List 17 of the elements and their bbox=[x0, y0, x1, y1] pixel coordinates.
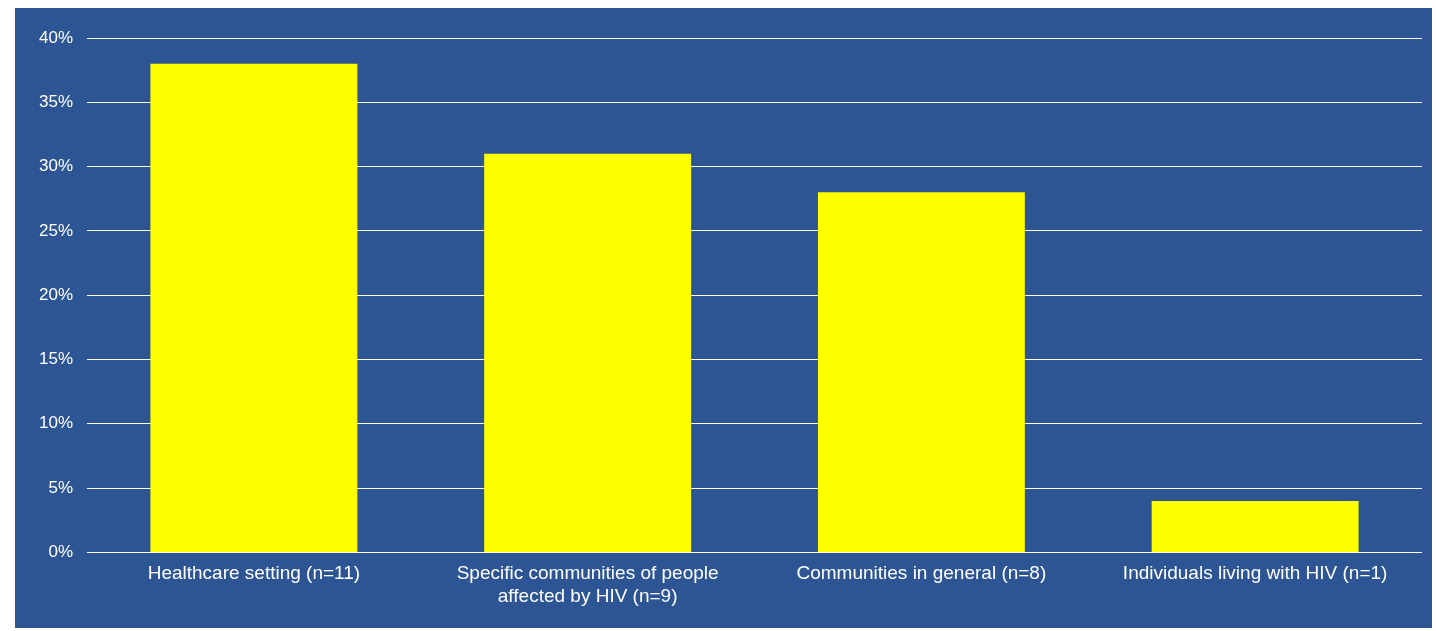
y-tick-label: 10% bbox=[38, 413, 74, 433]
x-tick-label: Individuals living with HIV (n=1) bbox=[1122, 562, 1388, 584]
x-tick-label: Communities in general (n=8) bbox=[796, 562, 1047, 584]
bar bbox=[1151, 500, 1359, 552]
y-tick-label: 30% bbox=[38, 156, 74, 176]
x-tick-label: Healthcare setting (n=11) bbox=[147, 562, 361, 584]
y-tick-label: 40% bbox=[38, 27, 74, 47]
bar bbox=[150, 63, 358, 552]
y-tick-label: 5% bbox=[48, 477, 74, 497]
y-tick-label: 20% bbox=[38, 284, 74, 304]
y-tick-label: 25% bbox=[38, 220, 74, 240]
y-tick-label: 0% bbox=[48, 542, 74, 562]
bar bbox=[484, 153, 692, 552]
x-tick-label: Specific communities of people affected by HIV (n=9) bbox=[456, 562, 719, 606]
bar bbox=[817, 192, 1025, 552]
y-tick-label: 15% bbox=[38, 349, 74, 369]
y-tick-label: 35% bbox=[38, 91, 74, 111]
